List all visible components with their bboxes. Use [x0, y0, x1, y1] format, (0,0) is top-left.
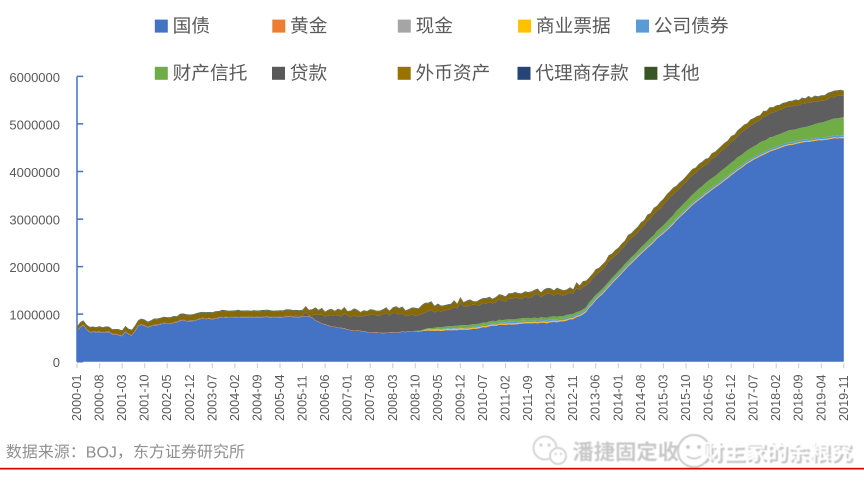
svg-text:2000-01: 2000-01 — [70, 374, 84, 421]
svg-text:2011-02: 2011-02 — [499, 375, 513, 421]
svg-text:2005-11: 2005-11 — [296, 375, 310, 421]
svg-text:2003-07: 2003-07 — [205, 374, 219, 421]
svg-text:2014-01: 2014-01 — [611, 374, 625, 421]
svg-text:2002-12: 2002-12 — [183, 374, 197, 421]
svg-text:5000000: 5000000 — [9, 117, 60, 132]
svg-text:2002-05: 2002-05 — [160, 374, 174, 421]
svg-text:2001-10: 2001-10 — [138, 374, 152, 421]
svg-text:2016-05: 2016-05 — [702, 374, 716, 421]
svg-text:2006-06: 2006-06 — [318, 374, 332, 421]
svg-text:2004-09: 2004-09 — [250, 374, 264, 421]
svg-text:2001-03: 2001-03 — [115, 374, 129, 421]
svg-text:2009-05: 2009-05 — [431, 374, 445, 421]
svg-text:2004-02: 2004-02 — [228, 374, 242, 421]
svg-text:2007-01: 2007-01 — [341, 374, 355, 421]
svg-text:2015-10: 2015-10 — [679, 374, 693, 421]
svg-text:2019-11: 2019-11 — [837, 375, 851, 421]
svg-text:2013-06: 2013-06 — [589, 374, 603, 421]
svg-text:2017-07: 2017-07 — [747, 374, 761, 421]
svg-text:2005-04: 2005-04 — [273, 374, 287, 421]
svg-text:6000000: 6000000 — [9, 70, 60, 85]
svg-text:0: 0 — [53, 355, 60, 370]
svg-text:3000000: 3000000 — [9, 213, 60, 228]
svg-text:2000000: 2000000 — [9, 260, 60, 275]
svg-text:2012-11: 2012-11 — [566, 375, 580, 421]
svg-text:2008-10: 2008-10 — [408, 374, 422, 421]
svg-text:2015-03: 2015-03 — [656, 374, 670, 421]
svg-text:2016-12: 2016-12 — [724, 374, 738, 421]
svg-text:2014-08: 2014-08 — [634, 374, 648, 421]
svg-text:2010-07: 2010-07 — [476, 374, 490, 421]
svg-text:2009-12: 2009-12 — [453, 374, 467, 421]
svg-text:2011-09: 2011-09 — [521, 375, 535, 421]
svg-text:2007-08: 2007-08 — [363, 374, 377, 421]
svg-text:1000000: 1000000 — [9, 308, 60, 323]
svg-text:2012-04: 2012-04 — [544, 374, 558, 421]
svg-text:2000-08: 2000-08 — [93, 374, 107, 421]
svg-text:2018-02: 2018-02 — [769, 374, 783, 421]
svg-text:2019-04: 2019-04 — [814, 374, 828, 421]
svg-text:BOJ: BOJ — [86, 444, 117, 461]
svg-text:2008-03: 2008-03 — [386, 374, 400, 421]
svg-text:4000000: 4000000 — [9, 165, 60, 180]
svg-text:2018-09: 2018-09 — [792, 374, 806, 421]
